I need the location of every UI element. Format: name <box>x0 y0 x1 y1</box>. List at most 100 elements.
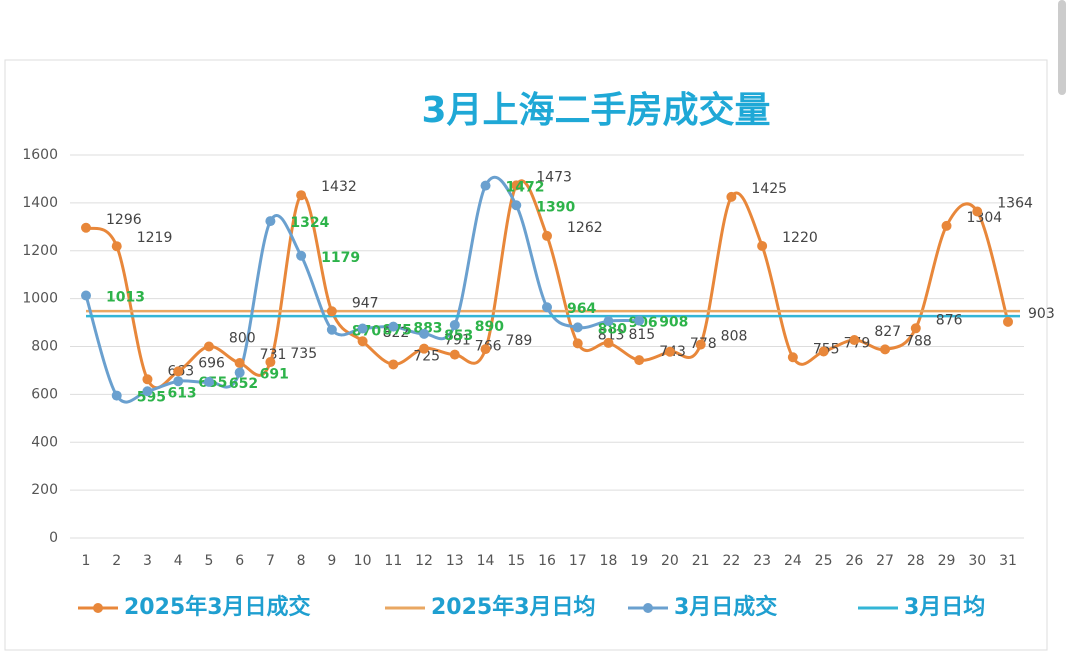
data-label: 880 <box>598 321 627 337</box>
point <box>726 191 737 202</box>
x-tick-label: 2 <box>112 553 121 569</box>
data-label: 1473 <box>536 169 572 185</box>
data-label: 947 <box>352 295 379 311</box>
point <box>849 335 860 346</box>
data-label: 800 <box>229 331 256 347</box>
x-tick-label: 3 <box>143 553 152 569</box>
data-label: 853 <box>444 328 473 344</box>
point <box>357 323 368 334</box>
data-label: 613 <box>167 385 196 401</box>
point <box>142 386 153 397</box>
x-tick-label: 21 <box>692 553 710 569</box>
point <box>480 344 491 355</box>
point <box>972 206 983 217</box>
point <box>449 349 460 360</box>
legend-label: 3月日均 <box>904 594 985 620</box>
point <box>203 341 214 352</box>
data-label: 876 <box>936 312 963 328</box>
point <box>173 376 184 387</box>
point <box>634 315 645 326</box>
point <box>203 376 214 387</box>
point <box>111 241 122 252</box>
point <box>234 367 245 378</box>
x-tick-label: 8 <box>297 553 306 569</box>
data-label: 1304 <box>967 210 1003 226</box>
data-label: 903 <box>1028 306 1055 322</box>
point <box>695 339 706 350</box>
y-tick-label: 1600 <box>22 147 58 163</box>
y-tick-label: 1200 <box>22 243 58 259</box>
x-tick-label: 13 <box>446 553 464 569</box>
x-tick-label: 26 <box>845 553 863 569</box>
point <box>664 346 675 357</box>
point <box>111 390 122 401</box>
x-tick-label: 17 <box>569 553 587 569</box>
data-label: 1219 <box>137 230 173 246</box>
x-tick-label: 6 <box>235 553 244 569</box>
data-label: 791 <box>444 333 471 349</box>
data-label: 1432 <box>321 179 357 195</box>
x-tick-label: 14 <box>477 553 495 569</box>
legend-label: 2025年3月日成交 <box>124 594 311 620</box>
data-label: 789 <box>506 333 533 349</box>
scrollbar[interactable] <box>1058 0 1066 95</box>
point <box>449 319 460 330</box>
x-tick-label: 23 <box>753 553 771 569</box>
point <box>542 302 552 313</box>
point <box>326 324 337 335</box>
data-label: 890 <box>475 319 504 335</box>
x-tick-label: 1 <box>82 553 91 569</box>
point <box>480 180 491 191</box>
x-tick-label: 9 <box>327 553 336 569</box>
y-tick-label: 400 <box>31 434 58 450</box>
data-label: 735 <box>290 346 317 362</box>
x-tick-label: 30 <box>968 553 986 569</box>
data-label: 1220 <box>782 230 818 246</box>
x-tick-label: 11 <box>384 553 402 569</box>
point <box>941 220 952 231</box>
x-tick-label: 29 <box>938 553 956 569</box>
point <box>572 338 583 349</box>
point <box>296 250 307 261</box>
point <box>603 316 614 327</box>
data-label: 1364 <box>997 195 1033 211</box>
x-tick-label: 28 <box>907 553 925 569</box>
legend-dot <box>93 603 103 613</box>
x-tick-label: 24 <box>784 553 802 569</box>
data-label: 691 <box>260 367 289 383</box>
point <box>542 230 552 241</box>
point <box>419 328 430 339</box>
data-label: 1296 <box>106 212 142 228</box>
x-tick-label: 16 <box>538 553 556 569</box>
data-label: 815 <box>628 327 655 343</box>
point <box>388 321 399 332</box>
data-label: 813 <box>598 327 625 343</box>
point <box>880 344 891 355</box>
data-label: 788 <box>905 333 932 349</box>
data-label: 908 <box>659 315 688 331</box>
x-tick-label: 27 <box>876 553 894 569</box>
data-label: 1262 <box>567 220 603 236</box>
x-tick-label: 15 <box>507 553 525 569</box>
point <box>265 216 276 227</box>
data-label: 725 <box>413 348 440 364</box>
x-tick-label: 19 <box>630 553 648 569</box>
x-tick-label: 20 <box>661 553 679 569</box>
legend-label: 3月日成交 <box>674 594 777 620</box>
y-tick-label: 600 <box>31 386 58 402</box>
x-tick-label: 12 <box>415 553 433 569</box>
x-tick-label: 7 <box>266 553 275 569</box>
point <box>296 190 307 201</box>
point <box>511 180 522 191</box>
point <box>142 374 153 385</box>
point <box>910 323 921 334</box>
point <box>818 346 829 357</box>
data-label: 1390 <box>536 199 575 215</box>
y-tick-label: 200 <box>31 482 58 498</box>
x-tick-label: 25 <box>815 553 833 569</box>
point <box>81 222 91 233</box>
point <box>357 336 368 347</box>
x-tick-label: 5 <box>204 553 213 569</box>
data-label: 652 <box>229 376 258 392</box>
x-tick-label: 22 <box>722 553 740 569</box>
